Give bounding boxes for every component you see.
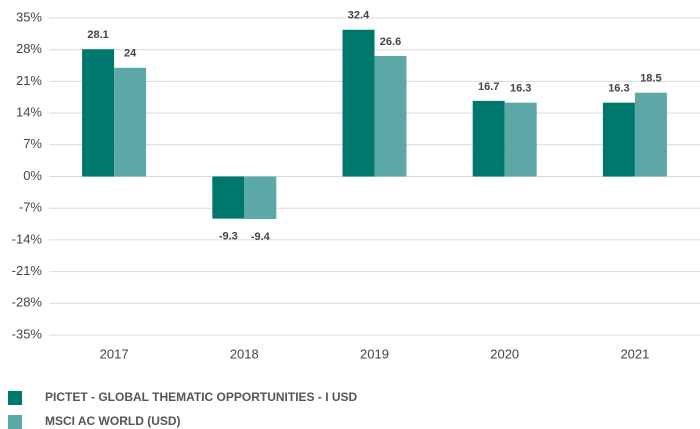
x-tick-label: 2019 xyxy=(360,346,389,361)
value-label: 24 xyxy=(124,48,137,60)
bar xyxy=(114,67,147,177)
x-tick-label: 2020 xyxy=(490,346,519,361)
value-label: -9.3 xyxy=(219,231,238,243)
bar xyxy=(374,56,407,177)
bar xyxy=(82,49,115,177)
legend-swatch xyxy=(8,391,22,405)
bar xyxy=(472,100,505,177)
value-label: 16.7 xyxy=(478,81,499,93)
bar xyxy=(602,102,635,177)
y-tick-label: 14% xyxy=(16,105,42,120)
legend-label: PICTET - GLOBAL THEMATIC OPPORTUNITIES -… xyxy=(45,390,358,404)
bar xyxy=(212,176,245,219)
value-label: 16.3 xyxy=(608,83,629,95)
y-tick-label: 0% xyxy=(23,168,42,183)
y-tick-label: 21% xyxy=(16,73,42,88)
y-tick-label: -21% xyxy=(12,263,43,278)
value-label: 32.4 xyxy=(348,10,370,22)
legend-label: MSCI AC WORLD (USD) xyxy=(45,414,181,428)
y-tick-label: -14% xyxy=(12,231,43,246)
value-label: 26.6 xyxy=(380,36,401,48)
value-label: -9.4 xyxy=(251,231,271,243)
bar xyxy=(504,102,537,177)
y-tick-label: -35% xyxy=(12,326,43,341)
legend-swatch xyxy=(8,415,22,429)
x-tick-label: 2018 xyxy=(230,346,259,361)
value-label: 18.5 xyxy=(640,73,661,85)
y-tick-label: 35% xyxy=(16,9,42,24)
bar xyxy=(244,176,277,220)
x-tick-label: 2017 xyxy=(100,346,129,361)
value-label: 16.3 xyxy=(510,83,531,95)
bar xyxy=(342,29,375,177)
value-label: 28.1 xyxy=(87,29,108,41)
y-tick-label: -7% xyxy=(19,200,43,215)
x-tick-label: 2021 xyxy=(620,346,649,361)
y-tick-label: 7% xyxy=(23,136,42,151)
y-tick-label: -28% xyxy=(12,295,43,310)
y-tick-label: 28% xyxy=(16,41,42,56)
bar xyxy=(634,92,667,177)
